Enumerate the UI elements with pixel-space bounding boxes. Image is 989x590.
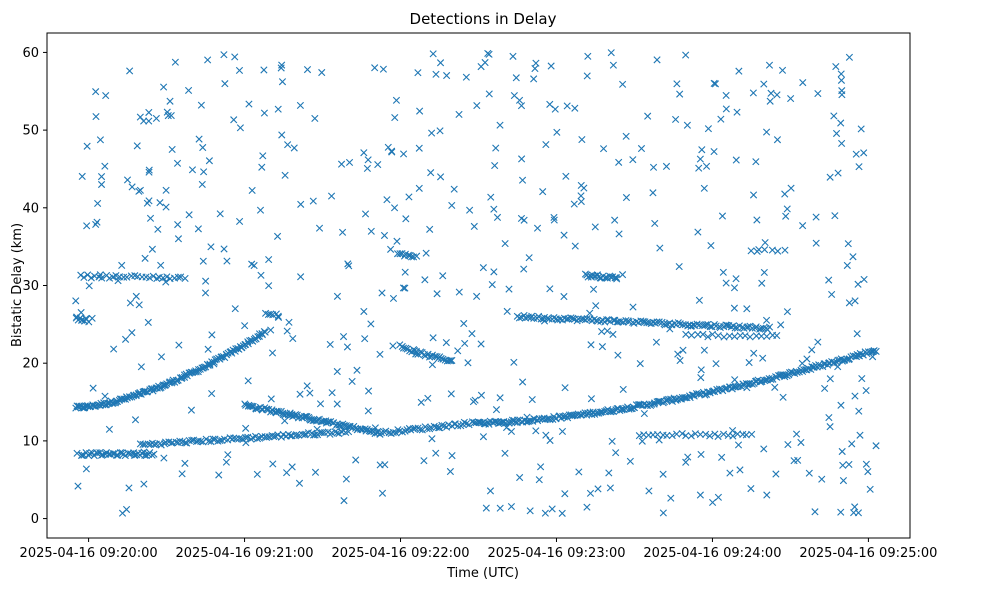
y-tick-label: 0: [31, 512, 39, 527]
chart-title: Detections in Delay: [410, 10, 557, 28]
y-tick-label: 10: [22, 434, 39, 449]
y-tick-label: 20: [22, 357, 39, 372]
detections-chart: Detections in Delay 2025-04-16 09:20:00 2…: [0, 0, 989, 590]
y-axis-label: Bistatic Delay (km): [10, 223, 25, 347]
x-tick-label: 2025-04-16 09:25:00: [799, 546, 937, 561]
y-tick-label: 40: [22, 201, 39, 216]
x-tick-label: 2025-04-16 09:23:00: [487, 546, 625, 561]
x-axis-label: Time (UTC): [446, 566, 519, 581]
x-tick-label: 2025-04-16 09:24:00: [643, 546, 781, 561]
x-tick-label: 2025-04-16 09:20:00: [20, 546, 158, 561]
y-tick-label: 50: [22, 124, 39, 139]
figure-background: [0, 0, 989, 590]
x-tick-label: 2025-04-16 09:21:00: [176, 546, 314, 561]
y-tick-label: 60: [22, 46, 39, 61]
x-tick-label: 2025-04-16 09:22:00: [331, 546, 469, 561]
